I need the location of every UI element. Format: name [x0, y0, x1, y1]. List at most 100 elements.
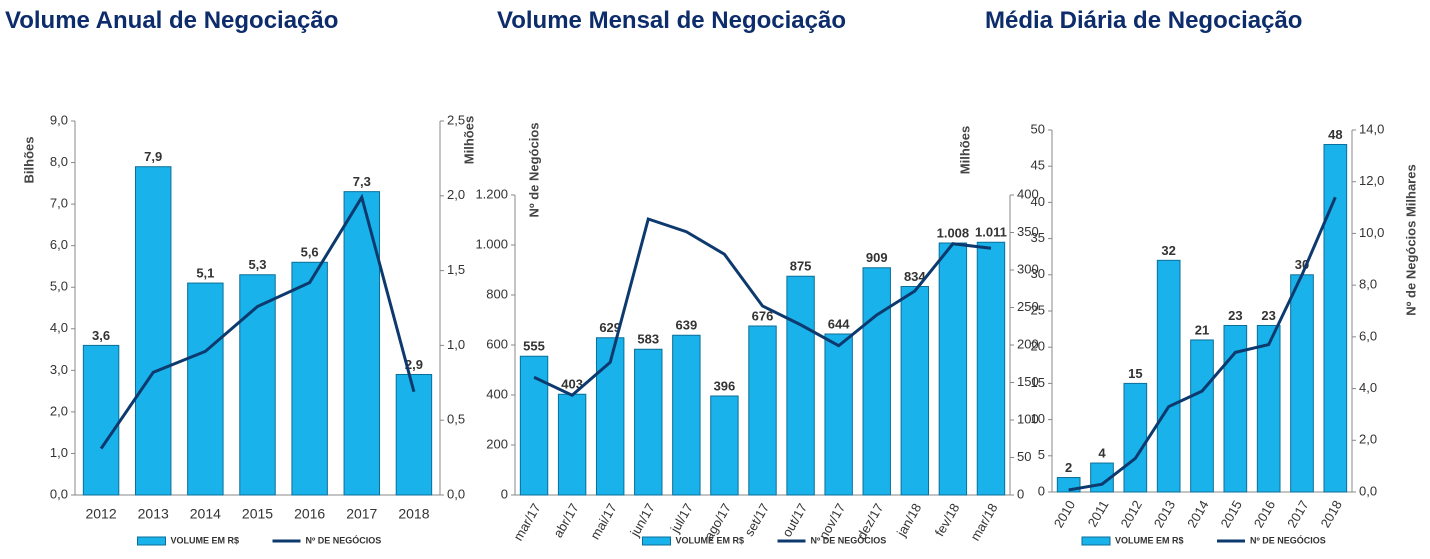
y2-tick-label: 50 [1017, 449, 1031, 464]
y-tick-label: 15 [1031, 375, 1045, 390]
y-tick-label: 45 [1031, 158, 1045, 173]
line-series [99, 193, 416, 450]
y2-tick-label: 0,0 [447, 486, 465, 501]
x-tick-label: jun/17 [627, 501, 658, 540]
y-tick-label: 3,0 [50, 362, 68, 377]
y2-axis-label: Nº de Negócios Milhares [1403, 164, 1418, 315]
y-tick-label: 20 [1031, 339, 1045, 354]
value-label: 909 [866, 250, 888, 265]
y2-tick-label: 200 [1017, 336, 1039, 351]
y2-tick-label: 0 [1017, 486, 1024, 501]
x-tick-label: fev/18 [932, 501, 963, 539]
value-label: 32 [1161, 243, 1175, 258]
bar [1256, 324, 1281, 493]
value-label: 583 [637, 332, 659, 347]
bar [900, 286, 930, 496]
y2-tick-label: 6,0 [1359, 328, 1377, 343]
y2-tick-label: 300 [1017, 261, 1039, 276]
x-tick-label: 2016 [294, 506, 325, 522]
line-series [533, 217, 992, 398]
value-label: 639 [675, 318, 697, 333]
y-tick-label: 7,0 [50, 196, 68, 211]
value-label: 5,6 [301, 245, 319, 260]
value-label: 4 [1098, 445, 1106, 460]
value-label: 676 [752, 308, 774, 323]
legend-label: VOLUME EM R$ [171, 535, 240, 545]
value-label: 834 [904, 269, 926, 284]
y-tick-label: 5,0 [50, 279, 68, 294]
y2-tick-label: 1,5 [447, 262, 465, 277]
value-label: 555 [523, 339, 545, 354]
y2-tick-label: 350 [1017, 224, 1039, 239]
bar [1190, 339, 1214, 493]
chart-title: Volume Mensal de Negociação [497, 7, 846, 34]
y-tick-label: 0 [1038, 483, 1045, 498]
bar [786, 275, 815, 496]
bar [82, 344, 120, 496]
bar [1223, 324, 1248, 493]
y-tick-label: 0,0 [50, 486, 68, 501]
y-tick-label: 6,0 [50, 237, 68, 252]
y-tick-label: 8,0 [50, 154, 68, 169]
y-tick-label: 2,0 [50, 403, 68, 418]
y2-tick-label: 1,0 [447, 337, 465, 352]
bar [291, 261, 328, 496]
y2-tick-label: 2,0 [1359, 432, 1377, 447]
y-tick-label: 400 [486, 386, 508, 401]
y-tick-label: 25 [1031, 302, 1045, 317]
bar [519, 355, 549, 496]
y2-tick-label: 12,0 [1359, 173, 1384, 188]
y-tick-label: 30 [1031, 266, 1045, 281]
y-tick-label: 200 [486, 436, 508, 451]
y2-tick-label: 4,0 [1359, 380, 1377, 395]
x-tick-label: 2013 [138, 506, 169, 522]
x-tick-label: 2017 [346, 506, 377, 522]
value-label: 23 [1228, 308, 1242, 323]
bar [134, 166, 172, 496]
y-tick-label: 40 [1031, 194, 1045, 209]
y-tick-label: 0 [501, 486, 508, 501]
value-label: 7,9 [144, 149, 162, 164]
bar [672, 334, 701, 496]
bar [710, 395, 739, 496]
bar [187, 282, 224, 496]
bar [1123, 382, 1148, 493]
y-axis-label: Nº de Negócios [526, 122, 541, 217]
bar [343, 191, 381, 496]
value-label: 48 [1328, 127, 1342, 142]
x-tick-label: 2014 [1184, 498, 1211, 531]
y-tick-label: 5 [1038, 447, 1045, 462]
bar [239, 274, 276, 496]
value-label: 396 [714, 378, 736, 393]
legend-label: Nº DE NEGÓCIOS [306, 534, 382, 545]
chart-title: Média Diária de Negociação [985, 7, 1302, 34]
x-tick-label: mar/18 [967, 501, 1000, 544]
value-label: 629 [599, 320, 621, 335]
y-axis-label: Bilhões [21, 137, 36, 184]
x-tick-label: 2017 [1284, 498, 1311, 531]
value-label: 1.011 [975, 225, 1007, 240]
bar [395, 373, 433, 496]
y-tick-label: 10 [1031, 411, 1045, 426]
value-label: 23 [1261, 308, 1275, 323]
x-tick-label: 2011 [1085, 498, 1112, 530]
x-tick-label: abr/17 [550, 501, 581, 540]
y2-tick-label: 100 [1017, 411, 1039, 426]
y2-tick-label: 150 [1017, 374, 1039, 389]
value-label: 7,3 [353, 174, 371, 189]
bar [634, 348, 663, 496]
value-label: 644 [828, 316, 850, 331]
legend-label: Nº DE NEGÓCIOS [1250, 534, 1326, 545]
legend-label: VOLUME EM R$ [676, 535, 745, 545]
bar [1156, 259, 1181, 493]
value-label: 21 [1195, 322, 1209, 337]
value-label: 1.008 [937, 225, 970, 240]
chart-title: Volume Anual de Negociação [5, 7, 338, 34]
y2-tick-label: 2,5 [447, 112, 465, 127]
y2-tick-label: 250 [1017, 299, 1039, 314]
x-tick-label: mai/17 [587, 501, 620, 542]
x-tick-label: 2015 [242, 506, 273, 522]
x-tick-label: 2018 [398, 506, 429, 522]
x-tick-label: 2012 [85, 506, 116, 522]
